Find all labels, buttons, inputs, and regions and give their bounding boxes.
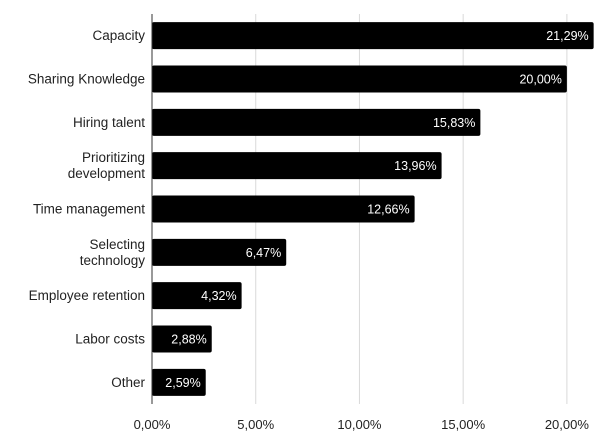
category-label: Sharing Knowledge xyxy=(28,72,145,87)
category-label: Employee retention xyxy=(29,288,145,303)
x-tick-labels: 0,00% 5,00% 10,00% 15,00% 20,00% xyxy=(134,417,590,432)
category-label: Other xyxy=(111,375,145,390)
x-tick-label: 5,00% xyxy=(237,417,274,432)
category-label: Capacity xyxy=(92,28,145,43)
x-tick-label: 10,00% xyxy=(337,417,382,432)
data-label: 2,88% xyxy=(171,333,206,347)
bar xyxy=(152,368,206,396)
data-label: 4,32% xyxy=(201,289,236,303)
bar xyxy=(152,108,481,136)
category-labels: Capacity Sharing Knowledge Hiring talent Pr… xyxy=(28,28,146,390)
bar xyxy=(152,238,287,266)
category-label: Prioritizing development xyxy=(68,150,146,181)
category-label: Hiring talent xyxy=(73,115,145,130)
data-label: 21,29% xyxy=(546,29,588,43)
bar xyxy=(152,282,242,310)
category-label: Labor costs xyxy=(75,332,145,347)
data-label: 12,66% xyxy=(367,203,409,217)
category-label: Time management xyxy=(33,202,145,217)
data-label: 20,00% xyxy=(519,73,561,87)
bars: 21,29% 20,00% 15,83% 13,96% 12,66% 6,47% 4,32%… xyxy=(152,22,594,396)
bar xyxy=(152,22,594,50)
category-label: Selecting technology xyxy=(80,237,146,268)
x-tick-label: 15,00% xyxy=(441,417,486,432)
x-tick-label: 0,00% xyxy=(134,417,171,432)
bar xyxy=(152,195,415,223)
data-label: 15,83% xyxy=(433,116,475,130)
bar xyxy=(152,152,442,180)
data-label: 13,96% xyxy=(394,159,436,173)
x-tick-label: 20,00% xyxy=(545,417,590,432)
data-label: 2,59% xyxy=(165,376,200,390)
bar xyxy=(152,325,212,353)
bar xyxy=(152,65,567,93)
data-label: 6,47% xyxy=(246,246,281,260)
